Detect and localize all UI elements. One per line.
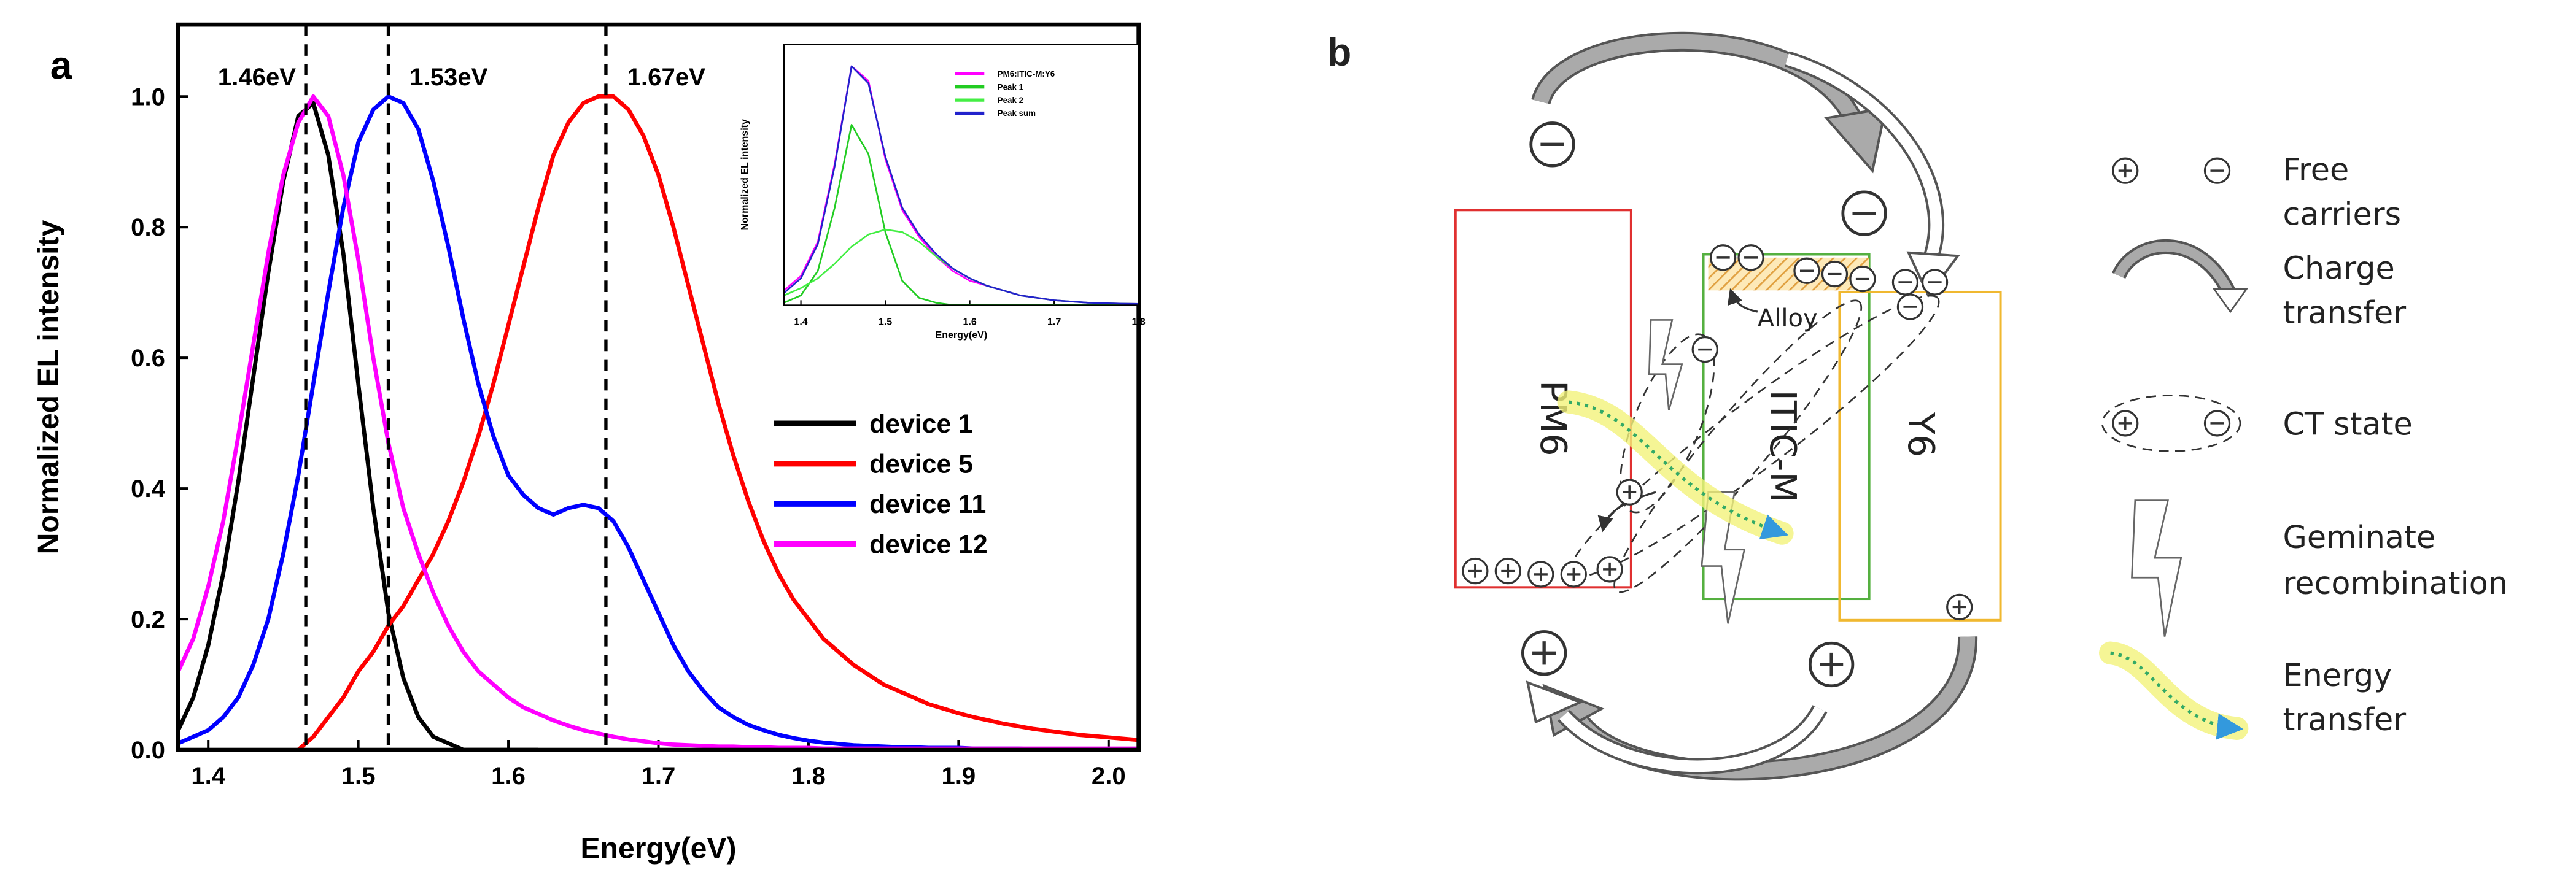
panel-b: b PM6 ITIC-M Y6 Alloy — [1327, 30, 2508, 781]
legend-icon — [2101, 395, 2241, 452]
x-tick-label: 1.5 — [341, 763, 376, 790]
y-tick-label: 0.4 — [131, 476, 165, 503]
legend-label: device 1 — [869, 409, 973, 439]
x-tick-label: 1.8 — [1132, 316, 1146, 327]
legend-label: Peak 2 — [998, 96, 1023, 105]
legend-text: transfer — [2283, 701, 2406, 738]
x-tick-label: 1.6 — [963, 316, 976, 327]
legend-text: Energy — [2283, 657, 2392, 693]
pm6-box — [1454, 209, 1632, 589]
legend-label: Peak 1 — [998, 82, 1024, 91]
ct-state — [1619, 333, 1715, 514]
plot-frame — [176, 22, 1141, 752]
ct-state — [1613, 299, 1863, 593]
annotation: 1.53eV — [409, 64, 487, 91]
panel-a: a 0.0 0.2 0.4 0.6 0.8 1.0 1.4 1.5 1.6 1.7 1.8 1.9 2.… — [32, 22, 1146, 865]
annotation: 1.46eV — [218, 64, 296, 91]
energy-transfer — [1568, 400, 1789, 540]
legend-text: recombination — [2283, 565, 2508, 601]
legend-label: device 12 — [869, 530, 988, 560]
charge-transfer-arrow — [1785, 53, 1942, 258]
alloy-label: Alloy — [1758, 304, 1818, 333]
legend-text: Geminate — [2283, 519, 2435, 555]
legend-text: Free — [2283, 152, 2349, 188]
x-tick-label: 1.8 — [791, 763, 826, 790]
panel-label: a — [50, 43, 73, 87]
x-tick-label: 2.0 — [1092, 763, 1126, 790]
alloy-arrow — [1727, 288, 1758, 313]
x-tick-label: 1.4 — [191, 763, 225, 790]
legend-icon — [2131, 499, 2182, 637]
annotation: 1.67eV — [627, 64, 705, 91]
x-tick-label: 1.6 — [491, 763, 526, 790]
legend-text: CT state — [2283, 406, 2412, 442]
legend-text: carriers — [2283, 196, 2401, 232]
x-axis-title: Energy(eV) — [580, 832, 736, 865]
y-axis-title: Normalized EL intensity — [739, 119, 750, 231]
legend-label: PM6:ITIC-M:Y6 — [998, 69, 1055, 79]
legend-text: Charge — [2283, 250, 2394, 287]
plot-area — [784, 44, 1139, 306]
arrow-head — [1526, 680, 1584, 724]
plot-frame — [783, 44, 1139, 306]
chart: 1.4 1.5 1.6 1.7 1.8 Energy(eV) Normalized EL i… — [739, 44, 1146, 341]
charge-transfer-arrow — [1558, 704, 1828, 775]
x-tick-label: 1.5 — [879, 316, 892, 327]
x-axis-title: Energy(eV) — [936, 329, 988, 341]
y-axis-title: Normalized EL intensity — [32, 220, 65, 555]
y-tick-label: 0.2 — [131, 606, 165, 633]
legend-icon — [2098, 641, 2249, 741]
legend-label: device 11 — [869, 490, 986, 519]
y-tick-label: 0.0 — [131, 737, 165, 764]
series-line — [297, 94, 1139, 752]
legend-icon — [2212, 288, 2249, 314]
y-tick-label: 0.8 — [131, 214, 165, 241]
panel-label: b — [1327, 30, 1351, 74]
legend-icon — [2110, 651, 2244, 740]
y6-box — [1838, 290, 2002, 622]
legend-icon — [2114, 242, 2235, 298]
y-tick-label: 1.0 — [131, 83, 165, 110]
geminate-recombination — [1648, 319, 1683, 410]
x-tick-label: 1.7 — [642, 763, 676, 790]
y-tick-label: 0.6 — [131, 345, 165, 372]
ct-state — [1569, 295, 1940, 578]
x-tick-label: 1.4 — [794, 316, 807, 327]
charge-transfer-arrow — [1559, 706, 1825, 772]
iticm-box — [1702, 253, 1871, 601]
x-tick-label: 1.9 — [941, 763, 976, 790]
arrow-head — [1824, 107, 1887, 174]
series-line — [783, 65, 1139, 305]
region-label: ITIC-M — [1762, 390, 1804, 503]
legend-label: device 5 — [869, 450, 973, 479]
energy-transfer — [1557, 390, 1794, 545]
legend-text: transfer — [2283, 295, 2406, 331]
legend-label: Peak sum — [998, 109, 1036, 118]
region-label: Y6 — [1900, 412, 1942, 457]
x-tick-label: 1.7 — [1047, 316, 1061, 327]
